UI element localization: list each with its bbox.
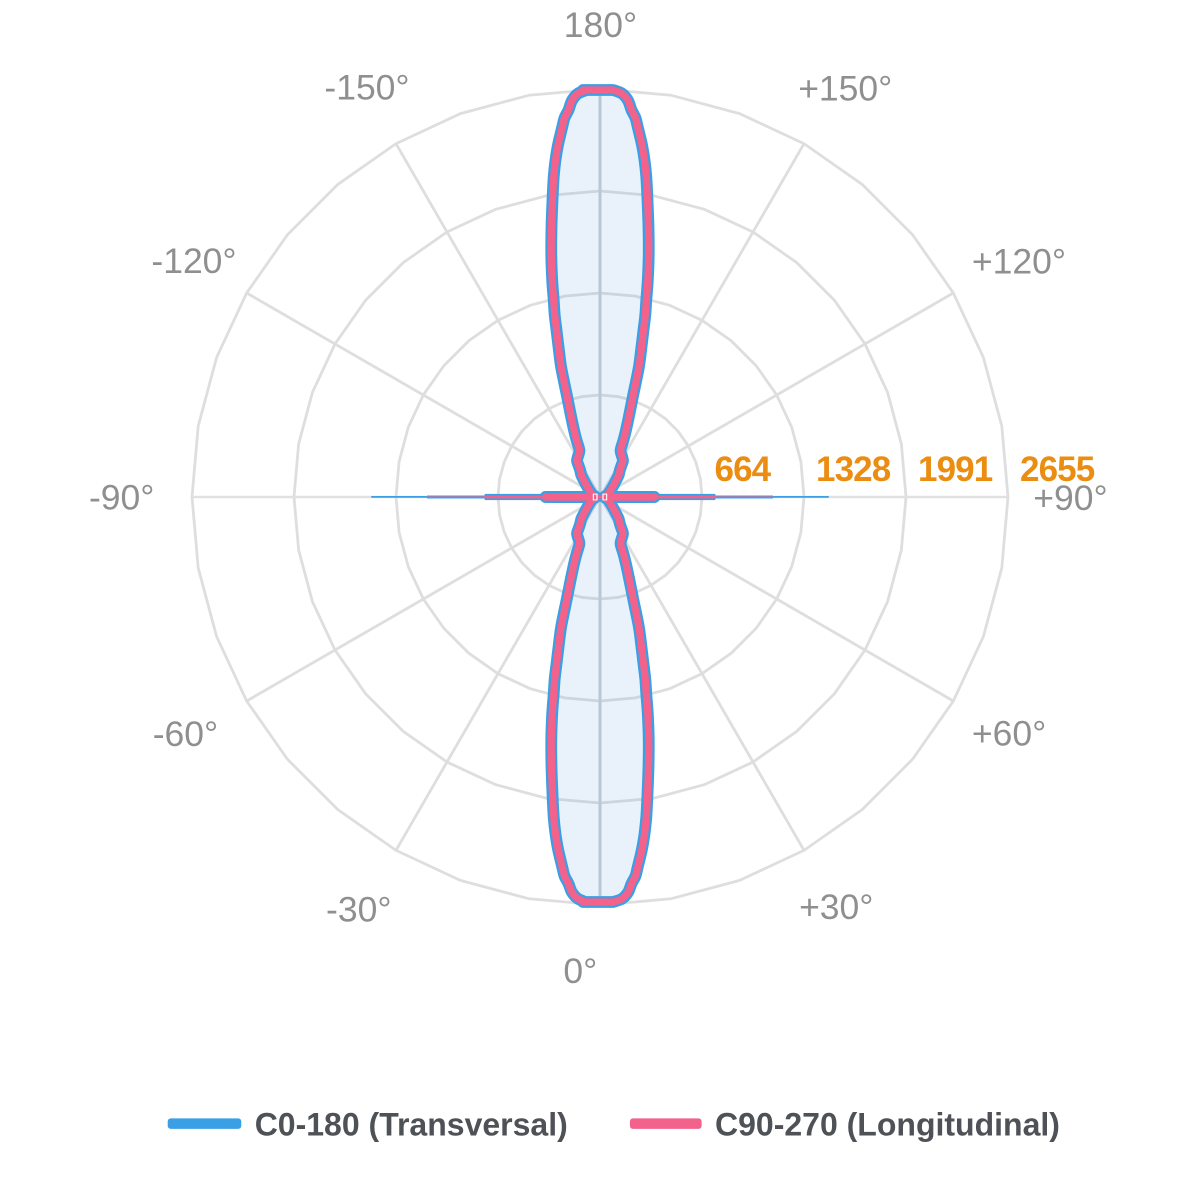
svg-text:2655: 2655 — [1020, 450, 1095, 489]
svg-text:0°: 0° — [563, 951, 597, 991]
svg-text:1991: 1991 — [918, 450, 993, 489]
svg-text:-30°: -30° — [326, 890, 392, 930]
svg-text:+30°: +30° — [799, 887, 873, 927]
svg-text:-90°: -90° — [89, 478, 155, 518]
svg-text:-150°: -150° — [324, 68, 409, 108]
svg-text:+120°: +120° — [972, 242, 1066, 282]
svg-text:664: 664 — [715, 450, 772, 489]
svg-text:+90°: +90° — [1033, 478, 1107, 518]
svg-text:-60°: -60° — [153, 714, 219, 754]
svg-text:1328: 1328 — [816, 450, 891, 489]
svg-text:180°: 180° — [564, 5, 637, 45]
svg-text:+60°: +60° — [972, 714, 1046, 754]
svg-text:+150°: +150° — [798, 69, 892, 109]
svg-text:C90-270 (Longitudinal): C90-270 (Longitudinal) — [715, 1107, 1060, 1143]
svg-text:C0-180 (Transversal): C0-180 (Transversal) — [255, 1107, 568, 1143]
svg-text:-120°: -120° — [151, 241, 236, 281]
